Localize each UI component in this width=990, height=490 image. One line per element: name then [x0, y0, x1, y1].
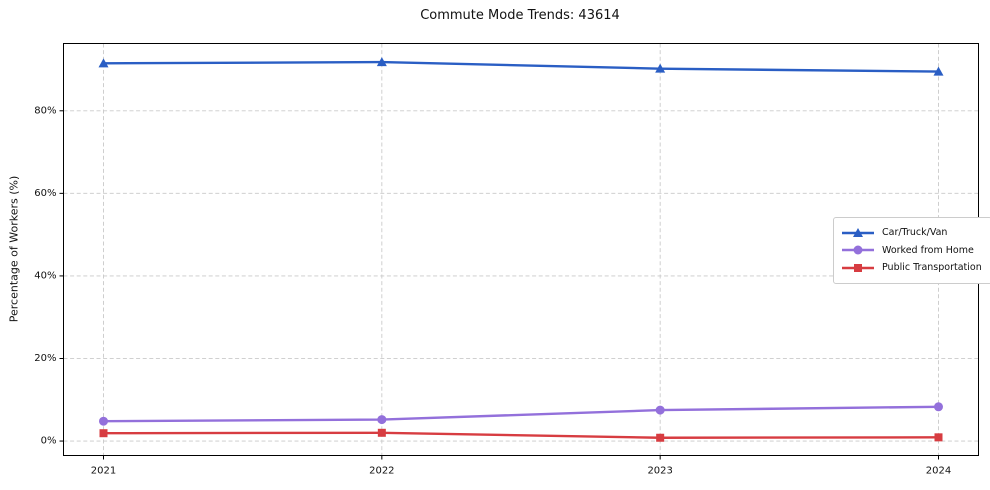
x-tick-label: 2022 — [369, 466, 394, 477]
marker-triangle-icon — [853, 227, 863, 237]
marker-triangle-icon — [98, 58, 109, 68]
y-tick-label: 80% — [34, 105, 56, 116]
marker-triangle-icon — [376, 57, 387, 67]
marker-circle-icon — [99, 416, 108, 426]
series-line — [103, 405, 939, 423]
legend-item: Worked from Home — [841, 242, 982, 260]
chart-title: Commute Mode Trends: 43614 — [420, 8, 620, 23]
legend: Car/Truck/Van Worked from Home Public Tran… — [833, 217, 990, 284]
legend-sample-triangle-icon — [842, 227, 874, 237]
y-tick-label: 60% — [34, 188, 56, 199]
marker-triangle-icon — [933, 66, 944, 76]
legend-item: Public Transportation — [841, 259, 982, 277]
legend-label: Worked from Home — [882, 244, 974, 256]
marker-square-icon — [99, 429, 108, 438]
marker-triangle-icon — [655, 63, 666, 73]
x-tick-label: 2024 — [926, 466, 951, 477]
x-tick-label: 2021 — [91, 466, 116, 477]
marker-circle-icon — [934, 402, 943, 412]
legend-sample-circle-icon — [842, 245, 874, 255]
marker-square-icon — [854, 263, 862, 272]
series-line — [103, 60, 939, 73]
legend-sample-square-icon — [842, 263, 874, 272]
y-tick-label: 20% — [34, 353, 56, 364]
marker-square-icon — [377, 428, 386, 437]
legend-label: Car/Truck/Van — [882, 227, 948, 239]
series-line — [103, 431, 939, 439]
y-tick-label: 40% — [34, 270, 56, 281]
marker-circle-icon — [853, 245, 863, 255]
y-tick-label: 0% — [41, 436, 57, 447]
marker-circle-icon — [377, 415, 387, 425]
x-tick-label: 2023 — [647, 466, 672, 477]
marker-square-icon — [656, 433, 665, 442]
marker-circle-icon — [655, 405, 665, 415]
marker-square-icon — [934, 433, 943, 442]
legend-item: Car/Truck/Van — [841, 224, 982, 242]
legend-label: Public Transportation — [882, 262, 982, 274]
